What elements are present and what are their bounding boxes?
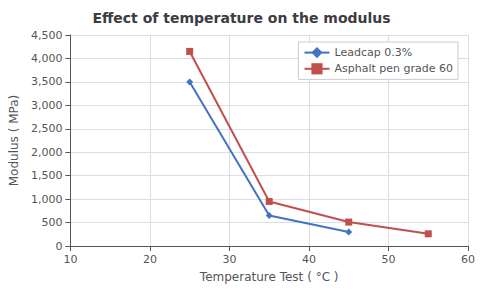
svg-text:4,000: 4,000 [31, 52, 63, 65]
svg-text:Temperature Test ( °C ): Temperature Test ( °C ) [199, 270, 339, 284]
svg-text:Effect of temperature on the m: Effect of temperature on the modulus [92, 10, 390, 26]
svg-text:60: 60 [461, 253, 475, 266]
svg-text:2,500: 2,500 [31, 122, 63, 135]
svg-text:Asphalt pen grade 60: Asphalt pen grade 60 [334, 62, 453, 75]
svg-text:500: 500 [41, 216, 62, 229]
svg-text:0: 0 [55, 240, 62, 253]
svg-text:50: 50 [381, 253, 395, 266]
svg-text:30: 30 [222, 253, 236, 266]
svg-text:40: 40 [302, 253, 316, 266]
svg-text:20: 20 [143, 253, 157, 266]
svg-text:2,000: 2,000 [31, 146, 63, 159]
svg-text:1,500: 1,500 [31, 169, 63, 182]
svg-text:3,500: 3,500 [31, 75, 63, 88]
svg-text:Modulus ( MPa): Modulus ( MPa) [7, 95, 21, 187]
svg-text:4,500: 4,500 [31, 29, 63, 42]
svg-text:3,000: 3,000 [31, 99, 63, 112]
svg-text:1,000: 1,000 [31, 193, 63, 206]
svg-text:Leadcap 0.3%: Leadcap 0.3% [334, 46, 412, 59]
svg-text:10: 10 [63, 253, 77, 266]
